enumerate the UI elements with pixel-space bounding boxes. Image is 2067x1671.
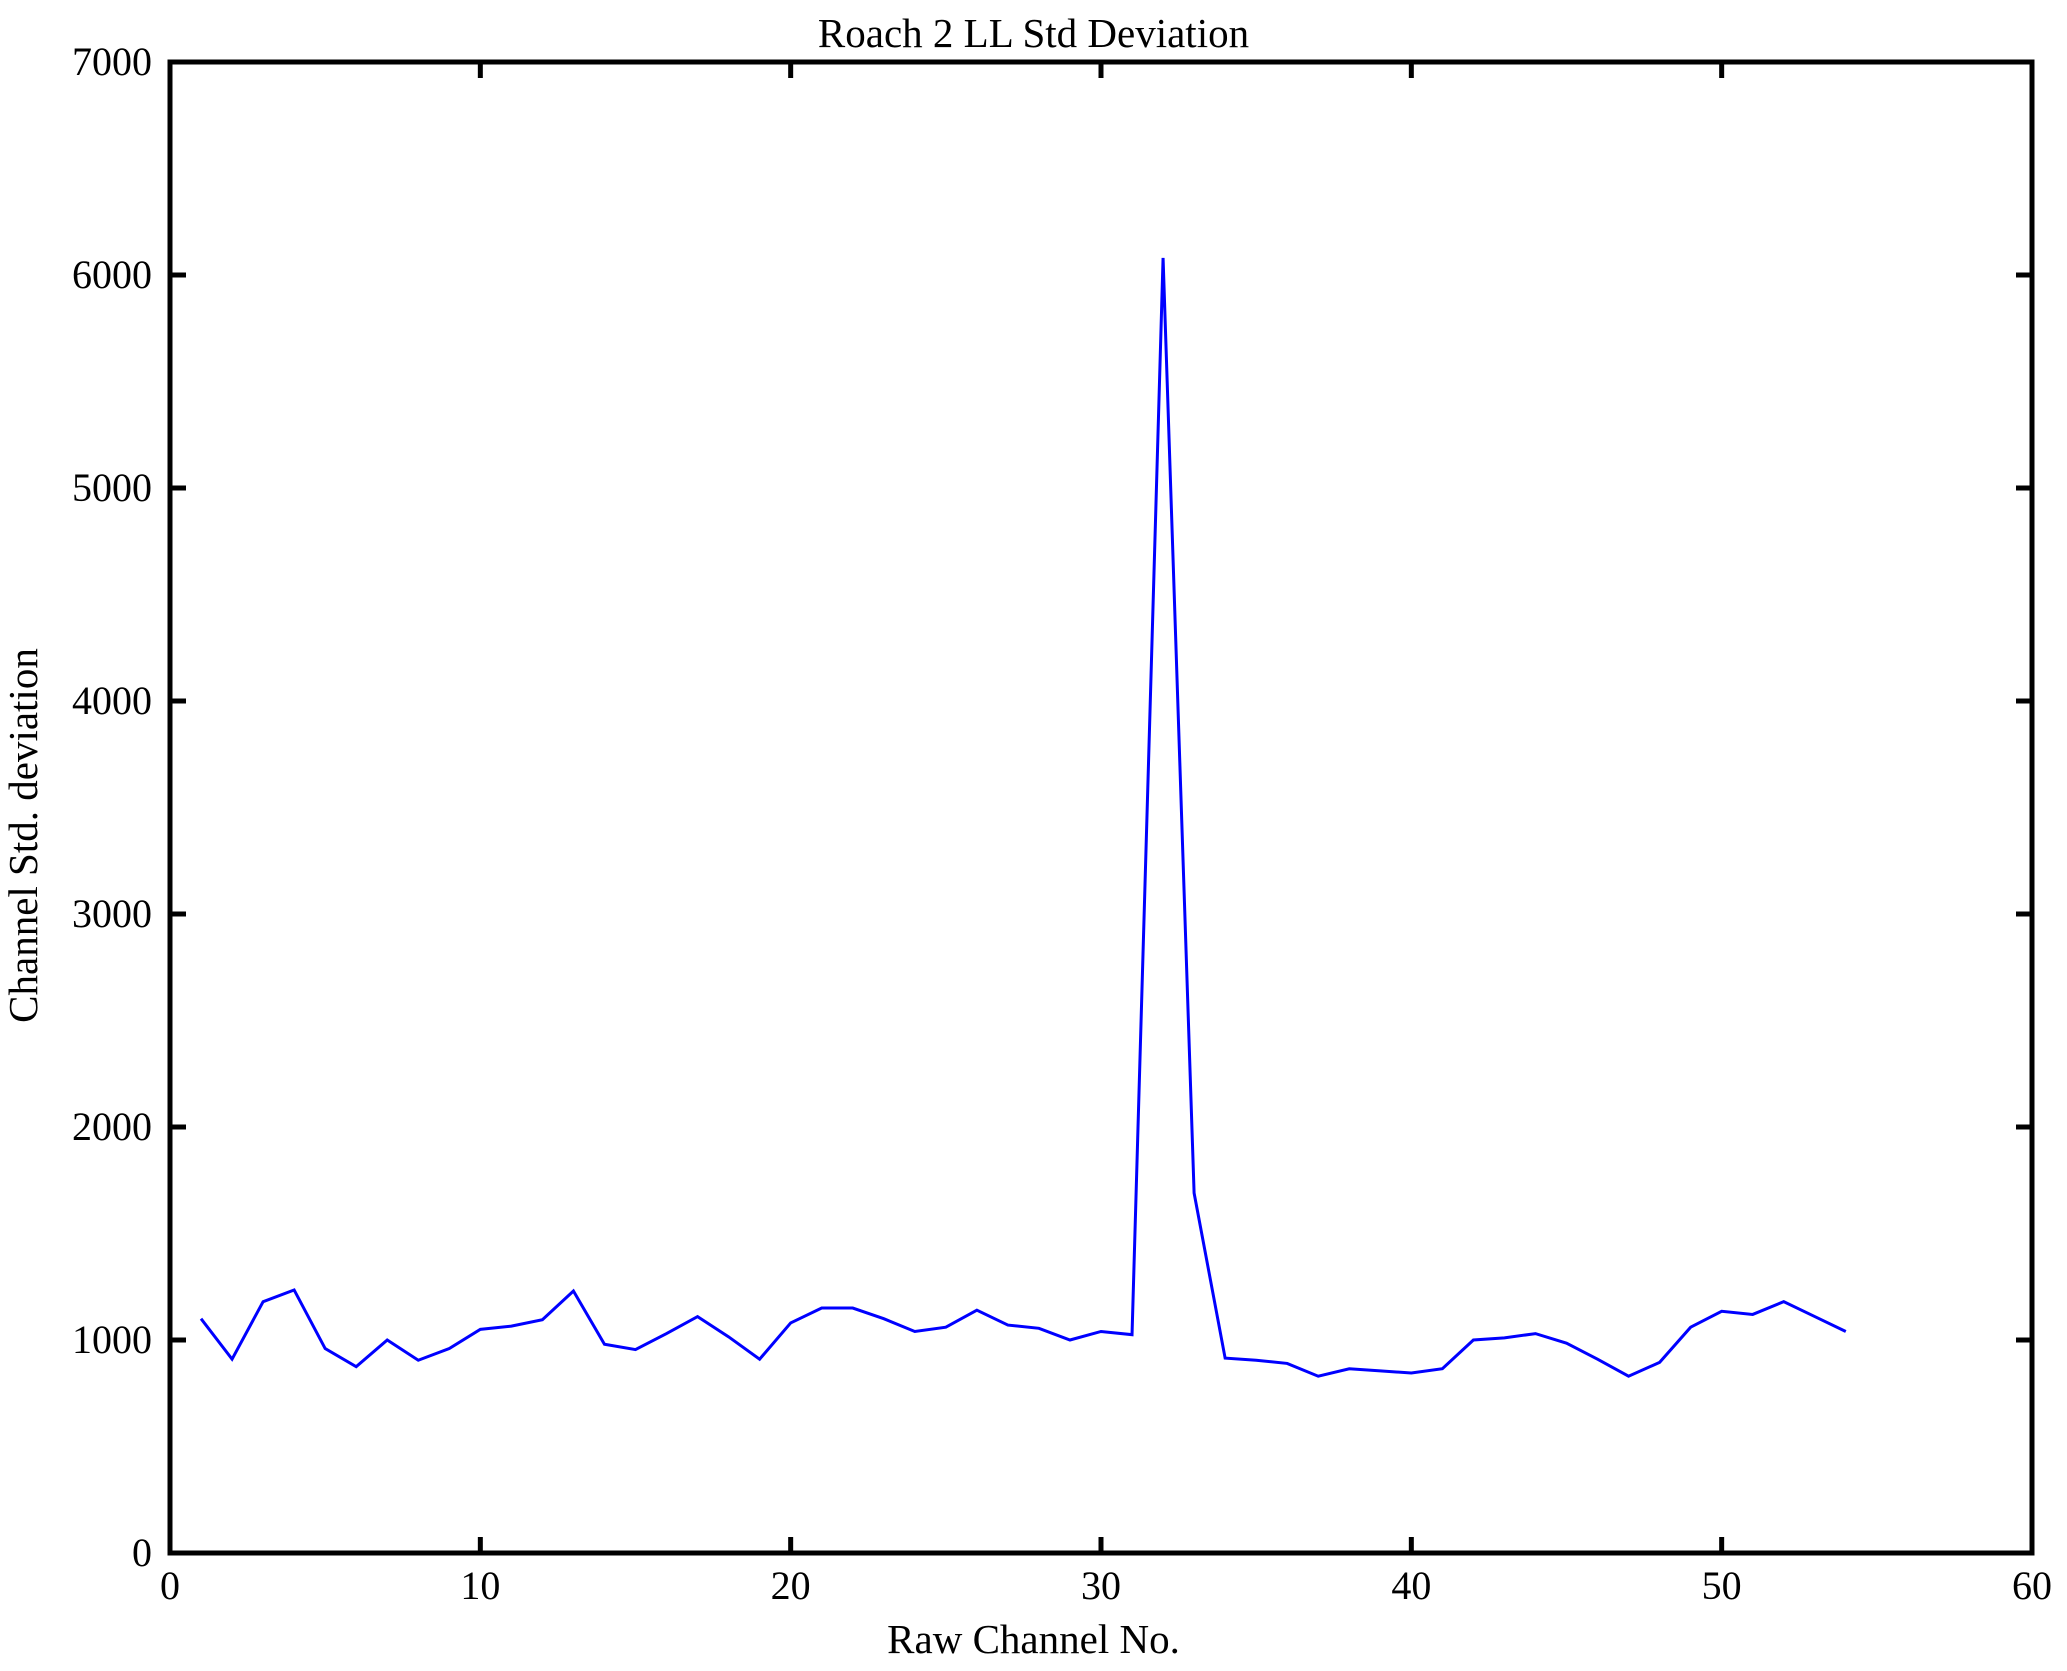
y-tick-label: 0 [132,1530,152,1575]
x-tick-label: 0 [160,1563,180,1608]
x-tick-label: 30 [1081,1563,1121,1608]
axes-frame [167,59,2035,1556]
axes-tick-marks [167,59,2035,1556]
x-tick-label: 50 [1701,1563,1742,1608]
y-tick-label: 3000 [72,891,152,936]
y-tick-label: 2000 [72,1104,152,1149]
x-axis-label: Raw Channel No. [887,1616,1180,1662]
data-line-0 [199,257,1847,1378]
x-tick-label: 40 [1391,1563,1432,1608]
y-tick-label: 1000 [72,1317,152,1362]
y-tick-label: 7000 [72,39,152,84]
y-tick-label: 4000 [72,678,152,723]
y-tick-label: 5000 [72,465,152,510]
chart-title: Roach 2 LL Std Deviation [817,10,1250,56]
x-tick-label: 20 [770,1563,811,1608]
y-tick-label: 6000 [72,252,152,297]
data-series-group [199,257,1847,1378]
x-tick-label: 10 [460,1563,501,1608]
x-axis-tick-labels: 0 10 20 30 40 50 60 [0,1566,2067,1614]
y-axis-tick-labels: 0 1000 2000 3000 4000 5000 6000 7000 [0,0,152,1671]
x-tick-label: 60 [2012,1563,2052,1608]
